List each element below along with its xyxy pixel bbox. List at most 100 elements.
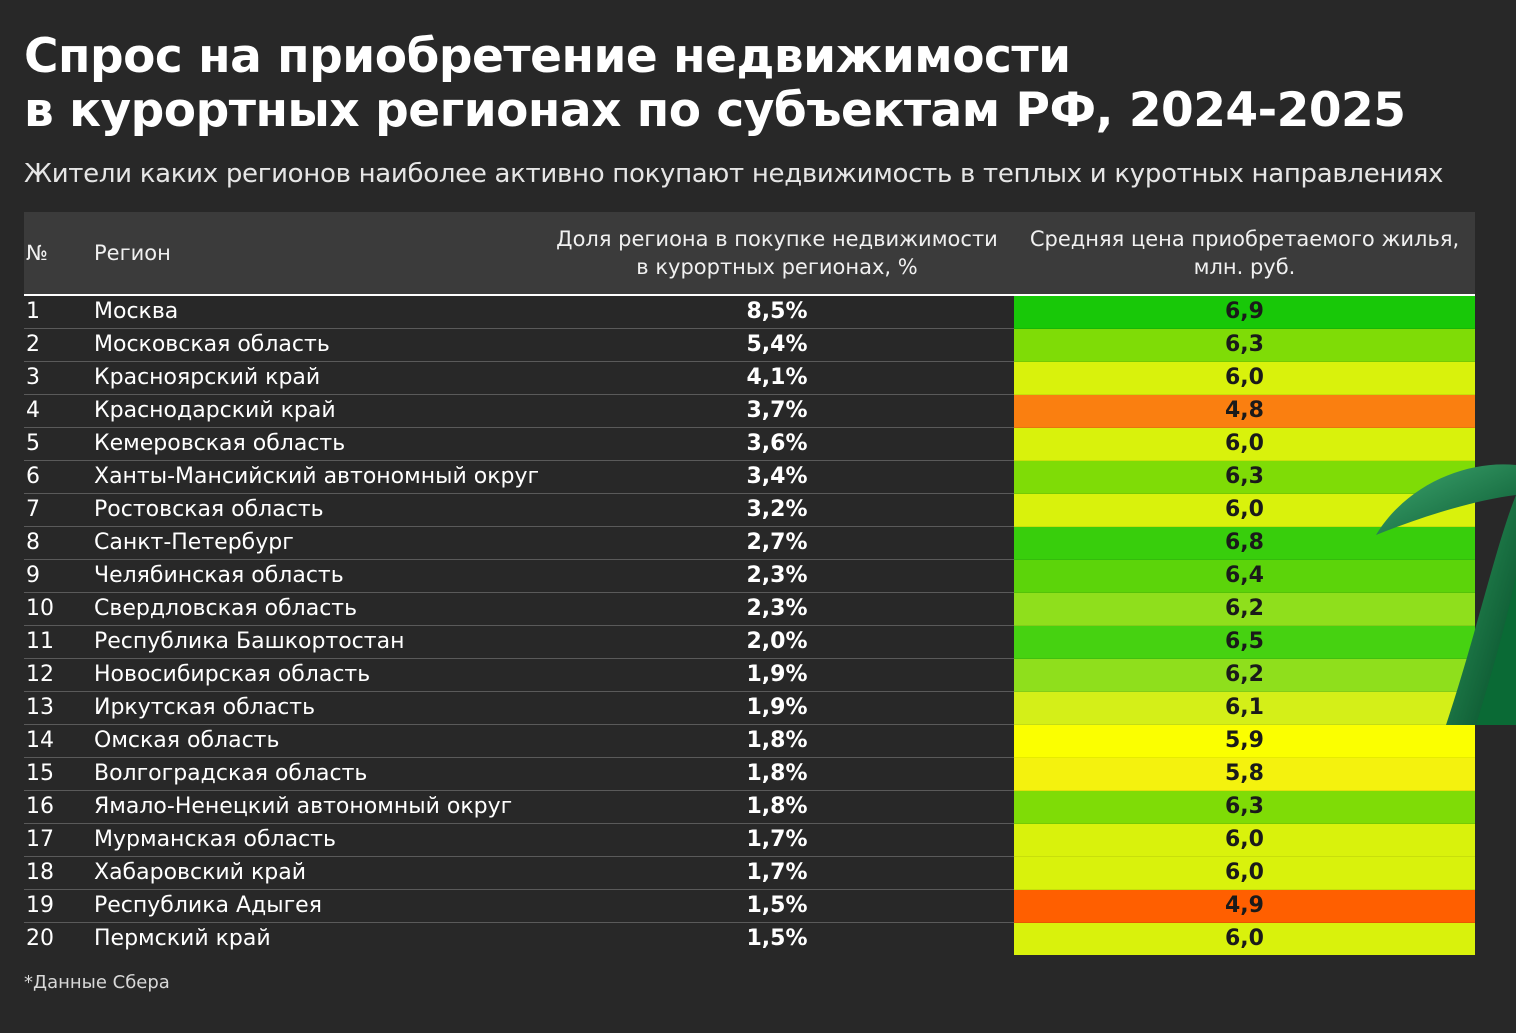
row-number: 16 [24,790,90,824]
row-share: 1,9% [540,658,1014,692]
header-number: № [24,212,90,296]
row-region: Республика Адыгея [90,889,540,923]
row-share: 2,0% [540,625,1014,659]
row-share: 2,3% [540,559,1014,593]
row-region: Московская область [90,328,540,362]
row-price: 6,4 [1014,559,1475,593]
row-region: Ханты-Мансийский автономный округ [90,460,540,494]
footnote: *Данные Сбера [24,972,170,993]
row-number: 2 [24,328,90,362]
row-share: 1,7% [540,823,1014,857]
row-share: 5,4% [540,328,1014,362]
header-price-line-1: Средняя цена приобретаемого жилья, [1029,227,1460,251]
row-number: 8 [24,526,90,560]
row-price: 6,3 [1014,790,1475,824]
row-price: 4,8 [1014,394,1475,428]
row-share: 1,8% [540,757,1014,791]
table-row: 19 Республика Адыгея 1,5% 4,9 [24,889,1475,923]
row-price: 6,8 [1014,526,1475,560]
table-row: 18 Хабаровский край 1,7% 6,0 [24,856,1475,890]
row-number: 18 [24,856,90,890]
row-number: 5 [24,427,90,461]
header-share-line-1: Доля региона в покупке недвижимости [556,227,998,251]
table-row: 8 Санкт-Петербург 2,7% 6,8 [24,526,1475,560]
table-header: № Регион Доля региона в покупке недвижим… [24,212,1475,296]
row-price: 6,0 [1014,922,1475,955]
chart-title: Спрос на приобретение недвижимости в кур… [24,29,1406,138]
row-share: 8,5% [540,295,1014,329]
row-price: 6,0 [1014,427,1475,461]
row-region: Омская область [90,724,540,758]
row-price: 4,9 [1014,889,1475,923]
row-region: Пермский край [94,926,271,951]
row-share: 4,1% [540,361,1014,395]
row-price: 6,5 [1014,625,1475,659]
header-share-line-2: в курортных регионах, % [636,255,918,279]
table-row: 13 Иркутская область 1,9% 6,1 [24,691,1475,725]
table-row: 7 Ростовская область 3,2% 6,0 [24,493,1475,527]
row-price: 6,0 [1014,361,1475,395]
row-region: Хабаровский край [90,856,540,890]
row-region: Волгоградская область [90,757,540,791]
row-share: 1,8% [540,724,1014,758]
table-row: 6 Ханты-Мансийский автономный округ 3,4% 6,… [24,460,1475,494]
header-price: Средняя цена приобретаемого жилья, млн. … [1014,212,1475,296]
row-number: 12 [24,658,90,692]
row-region: Ростовская область [90,493,540,527]
row-region: Иркутская область [90,691,540,725]
data-table-container: № Регион Доля региона в покупке недвижим… [24,212,1475,955]
row-price: 6,2 [1014,592,1475,626]
row-price: 6,3 [1014,328,1475,362]
row-number: 6 [24,460,90,494]
data-table: № Регион Доля региона в покупке недвижим… [24,212,1475,955]
table-row: 16 Ямало-Ненецкий автономный округ 1,8% 6,3 [24,790,1475,824]
row-share: 2,3% [540,592,1014,626]
row-price: 5,9 [1014,724,1475,758]
row-number: 4 [24,394,90,428]
row-number: 19 [24,889,90,923]
row-share: 1,5% [746,926,808,951]
header-share: Доля региона в покупке недвижимости в ку… [540,212,1014,296]
table-row: 3 Красноярский край 4,1% 6,0 [24,361,1475,395]
row-number: 10 [24,592,90,626]
row-number: 9 [24,559,90,593]
row-price: 6,3 [1014,460,1475,494]
row-share: 3,2% [540,493,1014,527]
row-number: 15 [24,757,90,791]
row-price: 6,0 [1014,856,1475,890]
row-number: 20 [26,926,54,951]
table-row: 15 Волгоградская область 1,8% 5,8 [24,757,1475,791]
row-region: Челябинская область [90,559,540,593]
table-row: 1 Москва 8,5% 6,9 [24,295,1475,329]
row-region: Краснодарский край [90,394,540,428]
row-region: Кемеровская область [90,427,540,461]
row-share: 2,7% [540,526,1014,560]
row-price: 6,0 [1014,823,1475,857]
row-price: 6,9 [1014,295,1475,329]
row-region: Новосибирская область [90,658,540,692]
table-row: 10 Свердловская область 2,3% 6,2 [24,592,1475,626]
row-region: Санкт-Петербург [90,526,540,560]
row-number: 11 [24,625,90,659]
title-line-1: Спрос на приобретение недвижимости [24,29,1071,84]
row-number: 17 [24,823,90,857]
header-region: Регион [90,212,540,296]
row-price: 6,1 [1014,691,1475,725]
row-region: Республика Башкортостан [90,625,540,659]
table-row: 2 Московская область 5,4% 6,3 [24,328,1475,362]
chart-subtitle: Жители каких регионов наиболее активно п… [24,159,1444,189]
row-region: Мурманская область [90,823,540,857]
row-share: 3,4% [540,460,1014,494]
row-region: Москва [90,295,540,329]
row-price: 6,2 [1014,658,1475,692]
row-share: 1,8% [540,790,1014,824]
row-number: 1 [24,295,90,329]
title-line-2: в курортных регионах по субъектам РФ, 20… [24,83,1406,138]
row-share: 3,7% [540,394,1014,428]
row-region: Ямало-Ненецкий автономный округ [90,790,540,824]
palm-leaf-decoration [1376,464,1516,725]
row-number: 3 [24,361,90,395]
table-row: 14 Омская область 1,8% 5,9 [24,724,1475,758]
row-number: 7 [24,493,90,527]
table-row: 5 Кемеровская область 3,6% 6,0 [24,427,1475,461]
